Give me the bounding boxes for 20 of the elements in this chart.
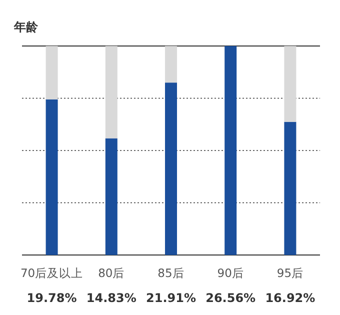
- data-label: 14.83%: [86, 291, 136, 305]
- data-label: 16.92%: [265, 291, 316, 305]
- bar: [46, 99, 58, 255]
- x-tick-label: 90后: [217, 266, 244, 280]
- bar: [284, 46, 296, 122]
- bar: [46, 46, 58, 100]
- bar: [105, 138, 118, 255]
- bar: [165, 82, 177, 255]
- data-label: 21.91%: [146, 291, 196, 305]
- data-label: 19.78%: [26, 291, 77, 305]
- x-tick-label: 70后及以上: [20, 266, 84, 280]
- bar: [224, 46, 237, 255]
- x-tick-label: 85后: [158, 266, 184, 280]
- x-tick-label: 80后: [98, 266, 125, 280]
- x-tick-label: 95后: [276, 266, 304, 280]
- bar: [284, 122, 296, 255]
- bar: [105, 46, 118, 138]
- bar: [165, 46, 177, 83]
- chart-title: 年龄: [13, 20, 39, 34]
- data-label: 26.56%: [206, 291, 256, 305]
